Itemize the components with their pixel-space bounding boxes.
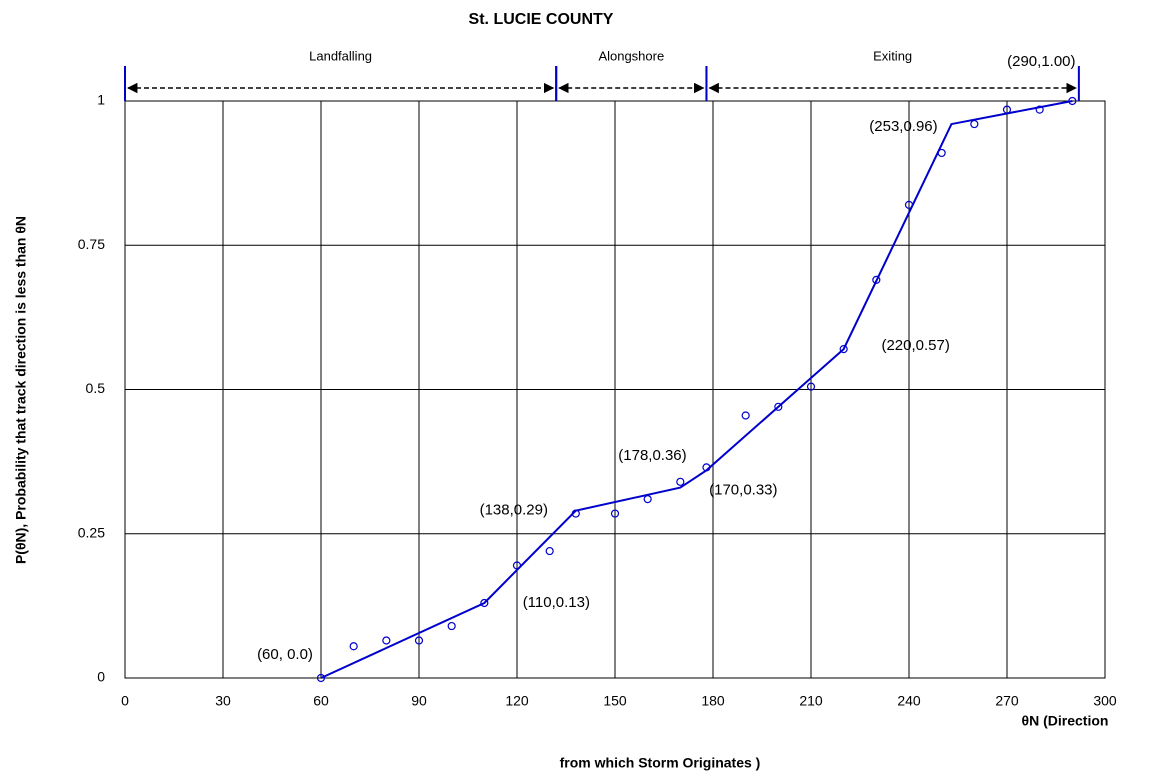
data-point xyxy=(676,477,685,486)
x-tick-label: 270 xyxy=(995,693,1019,709)
y-tick-label: 0.75 xyxy=(78,236,105,252)
y-tick-label: 0.25 xyxy=(78,524,105,540)
point-label: (138,0.29) xyxy=(480,502,548,519)
data-point xyxy=(545,546,554,556)
x-tick-label: 120 xyxy=(505,693,529,709)
point-label: (178,0.36) xyxy=(618,447,686,464)
point-label: (220,0.57) xyxy=(881,337,949,354)
data-point xyxy=(382,636,391,645)
data-point xyxy=(447,621,456,631)
data-point xyxy=(610,509,620,518)
data-point xyxy=(970,119,979,129)
y-tick-label: 1 xyxy=(97,92,105,108)
region-label: Exiting xyxy=(873,48,912,63)
data-point xyxy=(741,411,750,420)
x-tick-label: 240 xyxy=(897,693,921,709)
data-point xyxy=(643,495,652,504)
x-tick-label: 60 xyxy=(313,693,329,709)
point-label: (170,0.33) xyxy=(709,482,777,499)
data-point xyxy=(839,345,848,354)
data-point xyxy=(316,673,326,683)
plot-border xyxy=(124,100,1106,679)
x-tick-label: 90 xyxy=(411,693,427,709)
x-tick-label: 210 xyxy=(799,693,823,709)
y-tick-label: 0.5 xyxy=(86,380,106,396)
data-point xyxy=(480,598,489,608)
point-label: (290,1.00) xyxy=(1007,53,1075,70)
data-point xyxy=(349,642,358,651)
data-line xyxy=(320,100,1073,679)
x-axis-label: θN (Direction xyxy=(1022,713,1109,729)
y-axis-label: P(θN), Probability that track direction … xyxy=(13,216,29,564)
chart-title: St. LUCIE COUNTY xyxy=(469,11,614,28)
point-label: (110,0.13) xyxy=(523,594,590,611)
data-point xyxy=(414,636,424,645)
data-point xyxy=(774,402,783,411)
data-point xyxy=(806,382,816,391)
x-tick-label: 30 xyxy=(215,693,231,709)
x-tick-label: 150 xyxy=(603,693,627,709)
point-label: (253,0.96) xyxy=(869,118,937,135)
x-tick-label: 180 xyxy=(701,693,725,709)
x-axis-label: from which Storm Originates ) xyxy=(560,755,761,771)
region-label: Alongshore xyxy=(598,48,664,63)
x-tick-label: 300 xyxy=(1093,693,1117,709)
region-label: Landfalling xyxy=(309,48,372,63)
x-tick-label: 0 xyxy=(121,693,129,709)
point-label: (60, 0.0) xyxy=(257,646,313,663)
y-tick-label: 0 xyxy=(97,669,105,685)
data-point xyxy=(1035,105,1044,114)
data-point xyxy=(872,275,881,284)
